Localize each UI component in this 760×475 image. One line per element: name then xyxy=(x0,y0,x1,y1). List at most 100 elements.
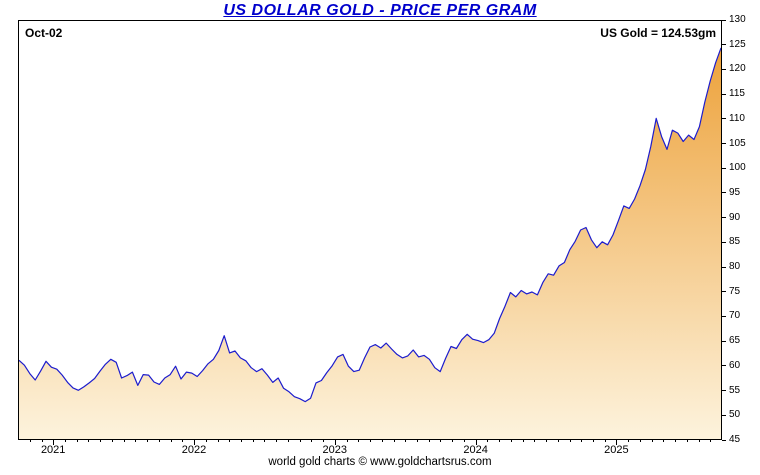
x-axis-month-tick xyxy=(276,440,278,442)
y-axis-label: 95 xyxy=(729,186,741,198)
chart-title: US DOLLAR GOLD - PRICE PER GRAM xyxy=(223,2,537,19)
y-axis-label: 75 xyxy=(729,285,741,297)
y-axis-tick xyxy=(722,241,726,243)
x-axis-month-tick xyxy=(416,440,418,442)
x-axis-label: 2021 xyxy=(40,444,66,456)
x-axis-month-tick xyxy=(182,440,184,442)
x-axis-month-tick xyxy=(546,440,547,442)
x-axis-month-tick xyxy=(428,440,430,442)
y-axis-tick xyxy=(722,340,726,342)
x-axis-year-tick xyxy=(334,440,336,445)
x-axis-month-tick xyxy=(557,440,559,442)
x-axis-month-tick xyxy=(205,440,207,442)
x-axis-month-tick xyxy=(123,440,125,442)
x-axis-month-tick xyxy=(710,440,712,442)
y-axis-tick xyxy=(722,315,726,317)
x-axis-month-tick xyxy=(487,440,489,442)
x-axis-month-tick xyxy=(217,440,219,442)
x-axis-label: 2024 xyxy=(463,444,488,456)
x-axis-month-tick xyxy=(698,440,700,442)
y-axis-tick xyxy=(722,118,726,120)
x-axis-month-tick xyxy=(135,440,137,442)
x-axis-month-tick xyxy=(29,440,31,442)
y-axis-label: 130 xyxy=(729,14,746,25)
x-axis-label: 2025 xyxy=(604,444,629,456)
copyright-caption: world gold charts © www.goldchartsrus.co… xyxy=(268,456,492,468)
x-axis-month-tick xyxy=(358,440,360,442)
x-axis-month-tick xyxy=(393,440,395,442)
y-axis-tick xyxy=(722,217,726,219)
x-axis-month-tick xyxy=(452,440,454,442)
y-axis-tick xyxy=(722,414,726,416)
y-axis-tick xyxy=(722,19,726,21)
x-axis-month-tick xyxy=(628,440,630,442)
price-area-fill xyxy=(19,47,721,439)
x-axis-month-tick xyxy=(370,440,371,442)
x-axis-month-tick xyxy=(240,440,242,442)
y-axis-label: 80 xyxy=(729,261,741,273)
x-axis-month-tick xyxy=(158,440,160,442)
y-axis-tick xyxy=(722,439,726,441)
y-axis-label: 110 xyxy=(729,112,745,124)
x-axis-year-tick xyxy=(194,440,195,445)
x-axis-month-tick xyxy=(311,440,313,442)
y-axis-label: 50 xyxy=(729,409,741,421)
x-axis-month-tick xyxy=(76,440,78,442)
y-axis-tick xyxy=(722,365,726,367)
x-axis-label: 2022 xyxy=(181,444,207,456)
x-axis-month-tick xyxy=(463,440,465,442)
x-axis-month-tick xyxy=(604,440,606,442)
x-axis-month-tick xyxy=(522,440,524,442)
gold-price-series-plot xyxy=(19,47,721,439)
y-axis-label: 45 xyxy=(729,434,741,445)
y-axis-tick xyxy=(722,390,726,392)
y-axis-label: 105 xyxy=(729,137,746,149)
x-axis-month-tick xyxy=(264,440,266,442)
x-axis-month-tick xyxy=(651,440,653,442)
x-axis-month-tick xyxy=(381,440,383,442)
x-axis-month-tick xyxy=(299,440,301,442)
x-axis-month-tick xyxy=(323,440,325,442)
x-axis-year-tick xyxy=(616,440,618,445)
y-axis-tick xyxy=(722,266,726,268)
x-axis-month-tick xyxy=(287,440,289,442)
last-date-label: Oct-02 xyxy=(25,26,63,40)
y-axis-tick xyxy=(722,167,726,169)
y-axis-tick xyxy=(722,93,726,95)
x-axis-month-tick xyxy=(686,440,688,442)
y-axis-label: 70 xyxy=(729,310,741,322)
y-axis-label: 115 xyxy=(729,88,745,100)
y-axis-label: 120 xyxy=(729,63,746,75)
x-axis-month-tick xyxy=(581,440,583,442)
x-axis-month-tick xyxy=(252,440,254,442)
x-axis-month-tick xyxy=(41,440,43,442)
y-axis-label: 125 xyxy=(729,38,746,50)
x-axis-month-tick xyxy=(100,440,102,442)
y-axis-tick xyxy=(722,143,726,145)
y-axis-label: 85 xyxy=(729,236,741,248)
y-axis-label: 90 xyxy=(729,211,741,223)
current-price-label: US Gold = 124.53gm xyxy=(600,26,716,40)
y-axis-label: 60 xyxy=(729,359,741,371)
x-axis-month-tick xyxy=(88,440,90,442)
x-axis-month-tick xyxy=(170,440,172,442)
x-axis-month-tick xyxy=(405,440,407,442)
x-axis-month-tick xyxy=(534,440,536,442)
x-axis-month-tick xyxy=(111,440,113,442)
x-axis-month-tick xyxy=(592,440,594,442)
x-axis-label: 2023 xyxy=(322,444,348,456)
x-axis-month-tick xyxy=(346,440,348,442)
x-axis-month-tick xyxy=(510,440,512,442)
x-axis-year-tick xyxy=(53,440,55,445)
plot-area xyxy=(18,20,722,440)
x-axis-year-tick xyxy=(475,440,477,445)
y-axis-label: 100 xyxy=(729,162,746,174)
y-axis-tick xyxy=(722,44,726,46)
x-axis-month-tick xyxy=(639,440,641,442)
x-axis-month-tick xyxy=(147,440,149,442)
x-axis-month-tick xyxy=(675,440,677,442)
x-axis-month-tick xyxy=(440,440,442,442)
y-axis-tick xyxy=(722,68,726,70)
x-axis-month-tick xyxy=(64,440,66,442)
y-axis-tick xyxy=(722,291,726,293)
